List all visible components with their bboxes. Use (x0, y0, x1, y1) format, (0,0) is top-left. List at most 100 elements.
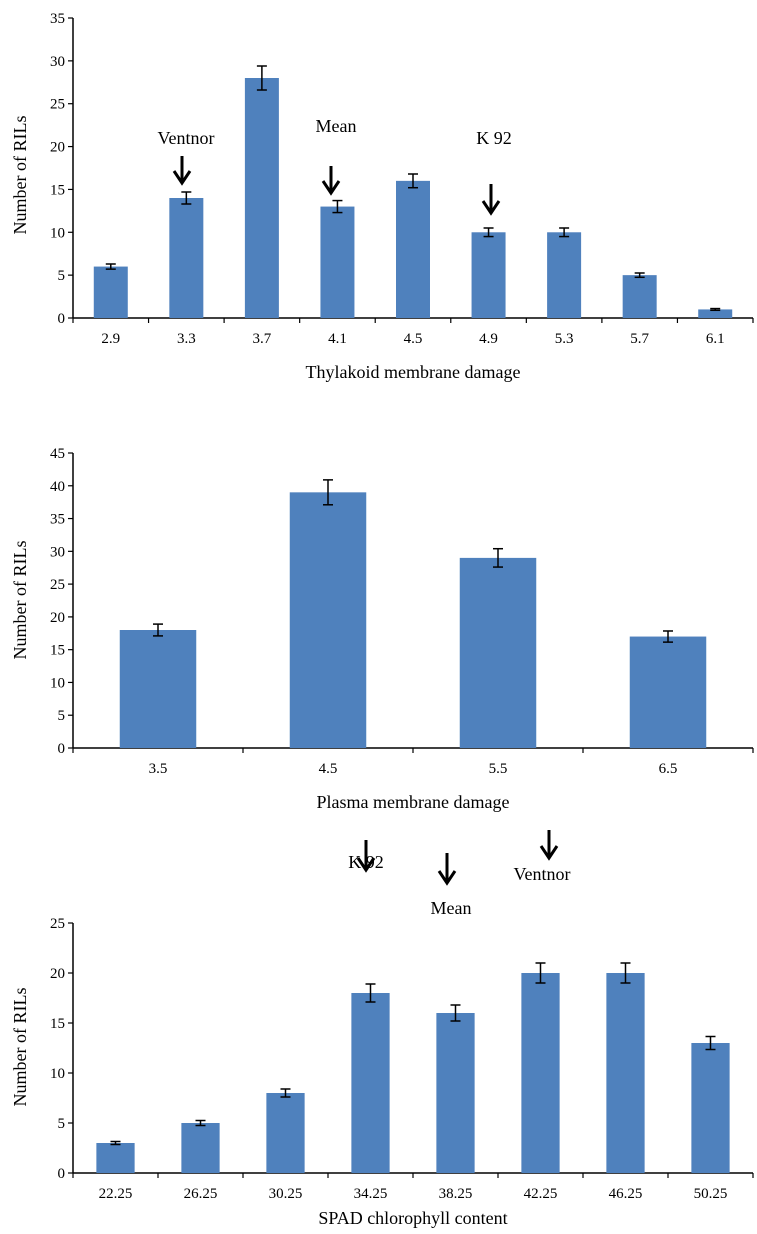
y-tick-label: 10 (50, 675, 65, 691)
error-bar (323, 479, 333, 506)
annotation-ventnor: Ventnor (514, 830, 571, 884)
bar (351, 993, 390, 1173)
error-bar (408, 173, 418, 189)
annotation-label: K 92 (476, 128, 512, 148)
down-arrow-icon (356, 840, 376, 873)
annotation-label: Mean (431, 898, 472, 918)
x-tick-label: 26.25 (184, 1186, 218, 1202)
y-tick-label: 0 (58, 311, 66, 327)
x-tick-label: 30.25 (269, 1186, 303, 1202)
bar (119, 630, 197, 748)
annotation-k92: K 92 (476, 128, 512, 216)
y-tick-label: 20 (50, 140, 65, 156)
bar (396, 180, 430, 318)
error-bar (280, 1088, 291, 1098)
y-tick-label: 0 (58, 1166, 66, 1182)
y-axis-title: Number of RILs (10, 988, 30, 1107)
error-bar (634, 272, 645, 279)
x-tick-label: 5.7 (630, 331, 649, 347)
y-tick-label: 25 (50, 97, 65, 113)
y-tick-label: 35 (50, 512, 65, 528)
bar (181, 1123, 220, 1173)
y-tick-label: 25 (50, 916, 65, 932)
y-tick-label: 20 (50, 966, 65, 982)
chart-thylakoid-membrane-damage: 0 5 10 15 20 25 30 35 2.9 3.3 3.7 4.1 4.5 4.9 5.3 5.7 6.… (10, 11, 754, 382)
y-tick-label: 10 (50, 1066, 65, 1082)
y-tick-label: 35 (50, 11, 65, 27)
error-bar (705, 1035, 716, 1051)
bar (320, 206, 355, 318)
x-tick-label: 42.25 (524, 1186, 558, 1202)
x-tick-label: 50.25 (694, 1186, 728, 1202)
x-tick-label: 5.5 (489, 761, 508, 777)
y-tick-label: 30 (50, 544, 65, 560)
bar (622, 275, 657, 318)
chart-spad-chlorophyll-content: 0 5 10 15 20 25 22.25 26.25 30.25 34.25 38.25 42.25… (10, 830, 754, 1228)
bar (459, 557, 537, 748)
x-tick-label: 22.25 (99, 1186, 133, 1202)
error-bar (195, 1119, 206, 1127)
down-arrow-icon (172, 156, 192, 186)
annotation-mean: Mean (431, 853, 472, 918)
x-tick-label: 5.3 (555, 331, 574, 347)
error-bar (365, 983, 376, 1003)
error-bar (710, 307, 721, 312)
x-tick-label: 46.25 (609, 1186, 643, 1202)
y-tick-label: 30 (50, 54, 65, 70)
annotation-mean: Mean (316, 116, 356, 196)
x-tick-label: 4.9 (479, 331, 498, 347)
bar (93, 266, 128, 318)
x-axis-title: Plasma membrane damage (317, 792, 510, 812)
down-arrow-icon (481, 184, 501, 216)
y-tick-label: 45 (50, 446, 65, 462)
y-tick-label: 15 (50, 1016, 65, 1032)
x-tick-label: 4.5 (319, 761, 338, 777)
x-axis-title: SPAD chlorophyll content (318, 1208, 507, 1228)
x-tick-label: 3.7 (253, 331, 272, 347)
bar (521, 973, 560, 1173)
annotation-label: Ventnor (158, 128, 215, 148)
y-tick-label: 40 (50, 479, 65, 495)
bar (266, 1093, 305, 1173)
y-tick-label: 20 (50, 610, 65, 626)
y-axis-title: Number of RILs (10, 541, 30, 660)
bar (96, 1143, 135, 1173)
down-arrow-icon (437, 853, 457, 886)
bar (289, 492, 367, 748)
annotation-k92: K 92 (348, 840, 384, 873)
chart-plasma-membrane-damage: 0 5 10 15 20 25 30 35 40 45 3.5 4.5 5.5 6.5 Number of… (10, 446, 754, 812)
error-bar (450, 1004, 461, 1022)
y-tick-label: 15 (50, 643, 65, 659)
y-tick-label: 0 (58, 741, 66, 757)
y-tick-label: 10 (50, 225, 65, 241)
annotation-ventnor: Ventnor (158, 128, 215, 186)
x-tick-label: 6.1 (706, 331, 725, 347)
error-bar (332, 199, 343, 214)
error-bar (620, 962, 631, 984)
error-bar (483, 227, 494, 238)
x-tick-label: 2.9 (101, 331, 120, 347)
x-tick-label: 6.5 (659, 761, 678, 777)
x-tick-label: 38.25 (439, 1186, 473, 1202)
x-tick-label: 3.3 (177, 331, 196, 347)
error-bar (493, 547, 503, 568)
error-bar (559, 227, 570, 238)
error-bar (663, 630, 673, 643)
x-tick-label: 4.5 (404, 331, 423, 347)
bar (471, 232, 506, 318)
y-tick-label: 5 (58, 1116, 66, 1132)
down-arrow-icon (321, 166, 341, 196)
x-tick-label: 34.25 (354, 1186, 388, 1202)
error-bar (153, 623, 163, 637)
annotation-label: Ventnor (514, 864, 571, 884)
error-bar (181, 191, 192, 205)
error-bar (110, 1140, 121, 1146)
bar (244, 78, 279, 318)
error-bar (256, 65, 267, 91)
x-tick-label: 3.5 (149, 761, 168, 777)
error-bar (535, 962, 546, 984)
y-axis-title: Number of RILs (10, 116, 30, 235)
bar (436, 1013, 475, 1173)
x-axis-title: Thylakoid membrane damage (306, 362, 521, 382)
